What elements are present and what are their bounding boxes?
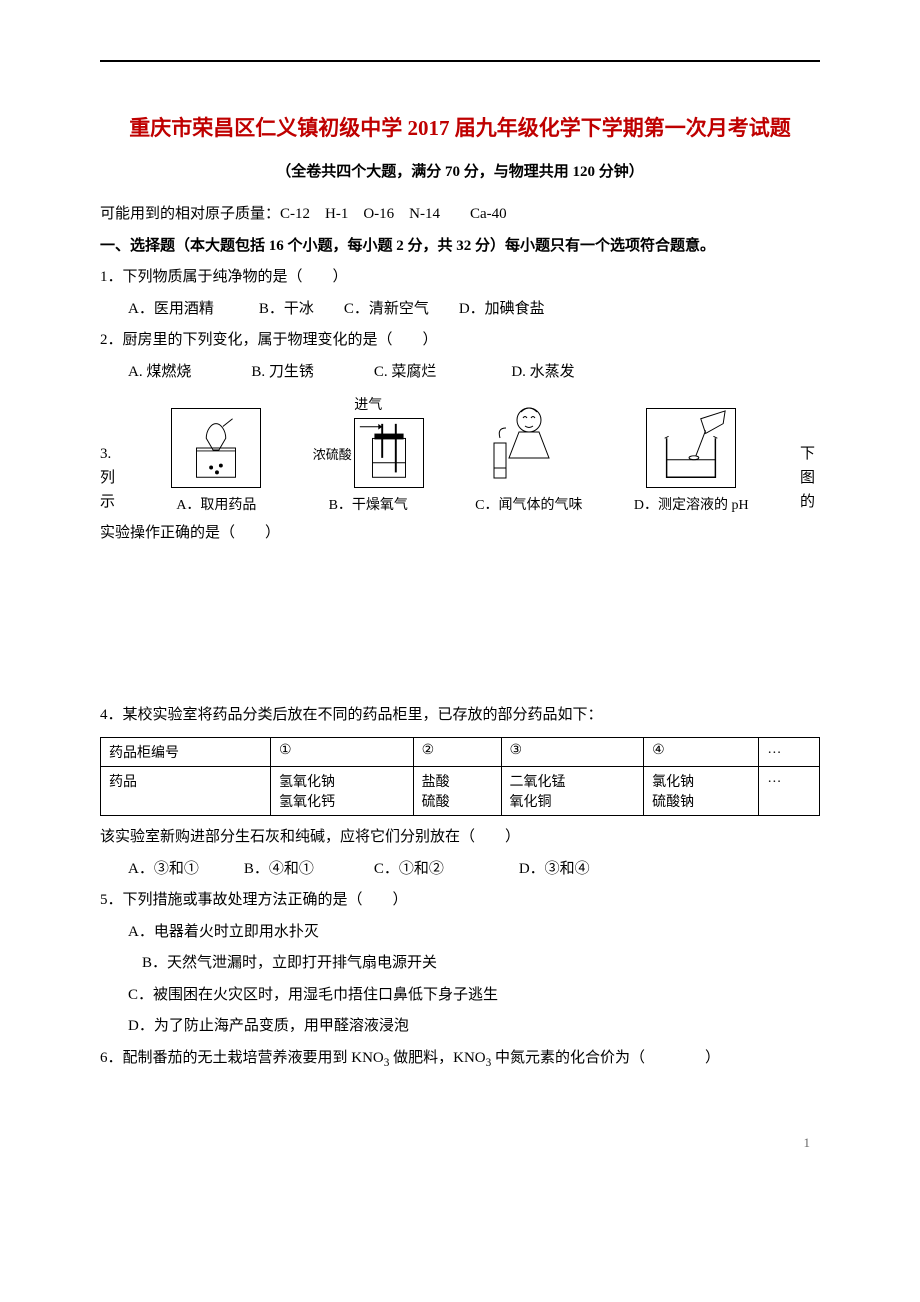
table-row: 药品 氢氧化钠 氢氧化钙 盐酸 硫酸 二氧化锰 氧化铜 氯化钠 硫酸钠 …	[101, 767, 820, 816]
q5-opt-d: D．为了防止海产品变质，用甲醛溶液浸泡	[100, 1011, 820, 1043]
table-cell: ④	[644, 738, 759, 767]
page-number: 1	[100, 1135, 820, 1151]
q3-fig-d: D．测定溶液的 pH	[634, 408, 749, 514]
q6-stem: 6．配制番茄的无土栽培营养液要用到 KNO3 做肥料，KNO3 中氮元素的化合价…	[100, 1043, 820, 1076]
fig-c-caption: C．闻气体的气味	[475, 494, 582, 514]
q6-mid1: 做肥料，KNO	[389, 1050, 485, 1066]
table-cell: 氢氧化钠 氢氧化钙	[270, 767, 413, 816]
q4-stem: 4．某校实验室将药品分类后放在不同的药品柜里，已存放的部分药品如下：	[100, 700, 820, 732]
q5-opt-a: A．电器着火时立即用水扑灭	[100, 917, 820, 949]
q3-right-3: 的	[800, 490, 820, 514]
q3-tail: 实验操作正确的是（ ）	[100, 518, 820, 550]
section-1-heading: 一、选择题（本大题包括 16 个小题，每小题 2 分，共 32 分）每小题只有一…	[100, 231, 820, 263]
blank-spacer	[100, 550, 820, 700]
exam-title: 重庆市荣昌区仁义镇初级中学 2017 届九年级化学下学期第一次月考试题	[100, 112, 820, 142]
q4-after: 该实验室新购进部分生石灰和纯碱，应将它们分别放在（ ）	[100, 822, 820, 854]
fig-b-caption: B．干燥氧气	[329, 494, 408, 514]
exam-subtitle: （全卷共四个大题，满分 70 分，与物理共用 120 分钟）	[100, 160, 820, 181]
fig-b-top-label: 进气	[354, 394, 382, 414]
q3-right-text: 下 图 的	[800, 442, 820, 514]
q5-stem: 5．下列措施或事故处理方法正确的是（ ）	[100, 885, 820, 917]
fig-d-illustration	[646, 408, 736, 488]
table-cell: ②	[413, 738, 501, 767]
q3-fig-a: A．取用药品	[171, 408, 261, 514]
page: 重庆市荣昌区仁义镇初级中学 2017 届九年级化学下学期第一次月考试题 （全卷共…	[0, 0, 920, 1191]
q1-options: A．医用酒精 B．干冰 C．清新空气 D．加碘食盐	[100, 294, 820, 326]
q3-right-1: 下	[800, 442, 820, 466]
fig-a-illustration	[171, 408, 261, 488]
q6-mid2: 中氮元素的化合价为（ ）	[491, 1050, 720, 1066]
fig-a-caption: A．取用药品	[176, 494, 256, 514]
table-cell: …	[759, 738, 820, 767]
fig-b-illustration	[354, 418, 424, 488]
fig-c-illustration	[479, 398, 579, 488]
fig-d-caption: D．测定溶液的 pH	[634, 494, 749, 514]
atomic-mass-note: 可能用到的相对原子质量：C-12 H-1 O-16 N-14 Ca-40	[100, 199, 820, 231]
table-cell: 氯化钠 硫酸钠	[644, 767, 759, 816]
table-cell: 盐酸 硫酸	[413, 767, 501, 816]
q3-fig-c: C．闻气体的气味	[475, 398, 582, 514]
q4-options: A．③和① B．④和① C．①和② D．③和④	[100, 854, 820, 886]
table-cell: 药品柜编号	[101, 738, 271, 767]
q2-options: A. 煤燃烧 B. 刀生锈 C. 菜腐烂 D. 水蒸发	[100, 357, 820, 389]
table-row: 药品柜编号 ① ② ③ ④ …	[101, 738, 820, 767]
q3-left-2: 列	[100, 466, 120, 490]
q6-pre: 6．配制番茄的无土栽培营养液要用到 KNO	[100, 1050, 384, 1066]
q2-stem: 2．厨房里的下列变化，属于物理变化的是（ ）	[100, 325, 820, 357]
table-cell: ③	[501, 738, 644, 767]
fig-b-side-label: 浓硫酸	[313, 444, 352, 463]
table-cell: 二氧化锰 氧化铜	[501, 767, 644, 816]
q3-num: 3.	[100, 442, 120, 466]
q5-opt-c: C．被围困在火灾区时，用湿毛巾捂住口鼻低下身子逃生	[100, 980, 820, 1012]
table-cell: …	[759, 767, 820, 816]
q5-opt-b: B．天然气泄漏时，立即打开排气扇电源开关	[100, 948, 820, 980]
q4-table: 药品柜编号 ① ② ③ ④ … 药品 氢氧化钠 氢氧化钙 盐酸 硫酸 二氧化锰 …	[100, 737, 820, 816]
q3-right-2: 图	[800, 466, 820, 490]
header-rule	[100, 60, 820, 62]
table-cell: 药品	[101, 767, 271, 816]
q3-fig-b: 进气 浓硫酸 B．干燥氧气	[313, 394, 424, 514]
q1-stem: 1．下列物质属于纯净物的是（ ）	[100, 262, 820, 294]
q3-left-text: 3. 列 示	[100, 442, 120, 514]
q3-left-3: 示	[100, 490, 120, 514]
table-cell: ①	[270, 738, 413, 767]
q3-figure-row: 3. 列 示 A．取用药品 进气 浓硫酸	[100, 394, 820, 514]
